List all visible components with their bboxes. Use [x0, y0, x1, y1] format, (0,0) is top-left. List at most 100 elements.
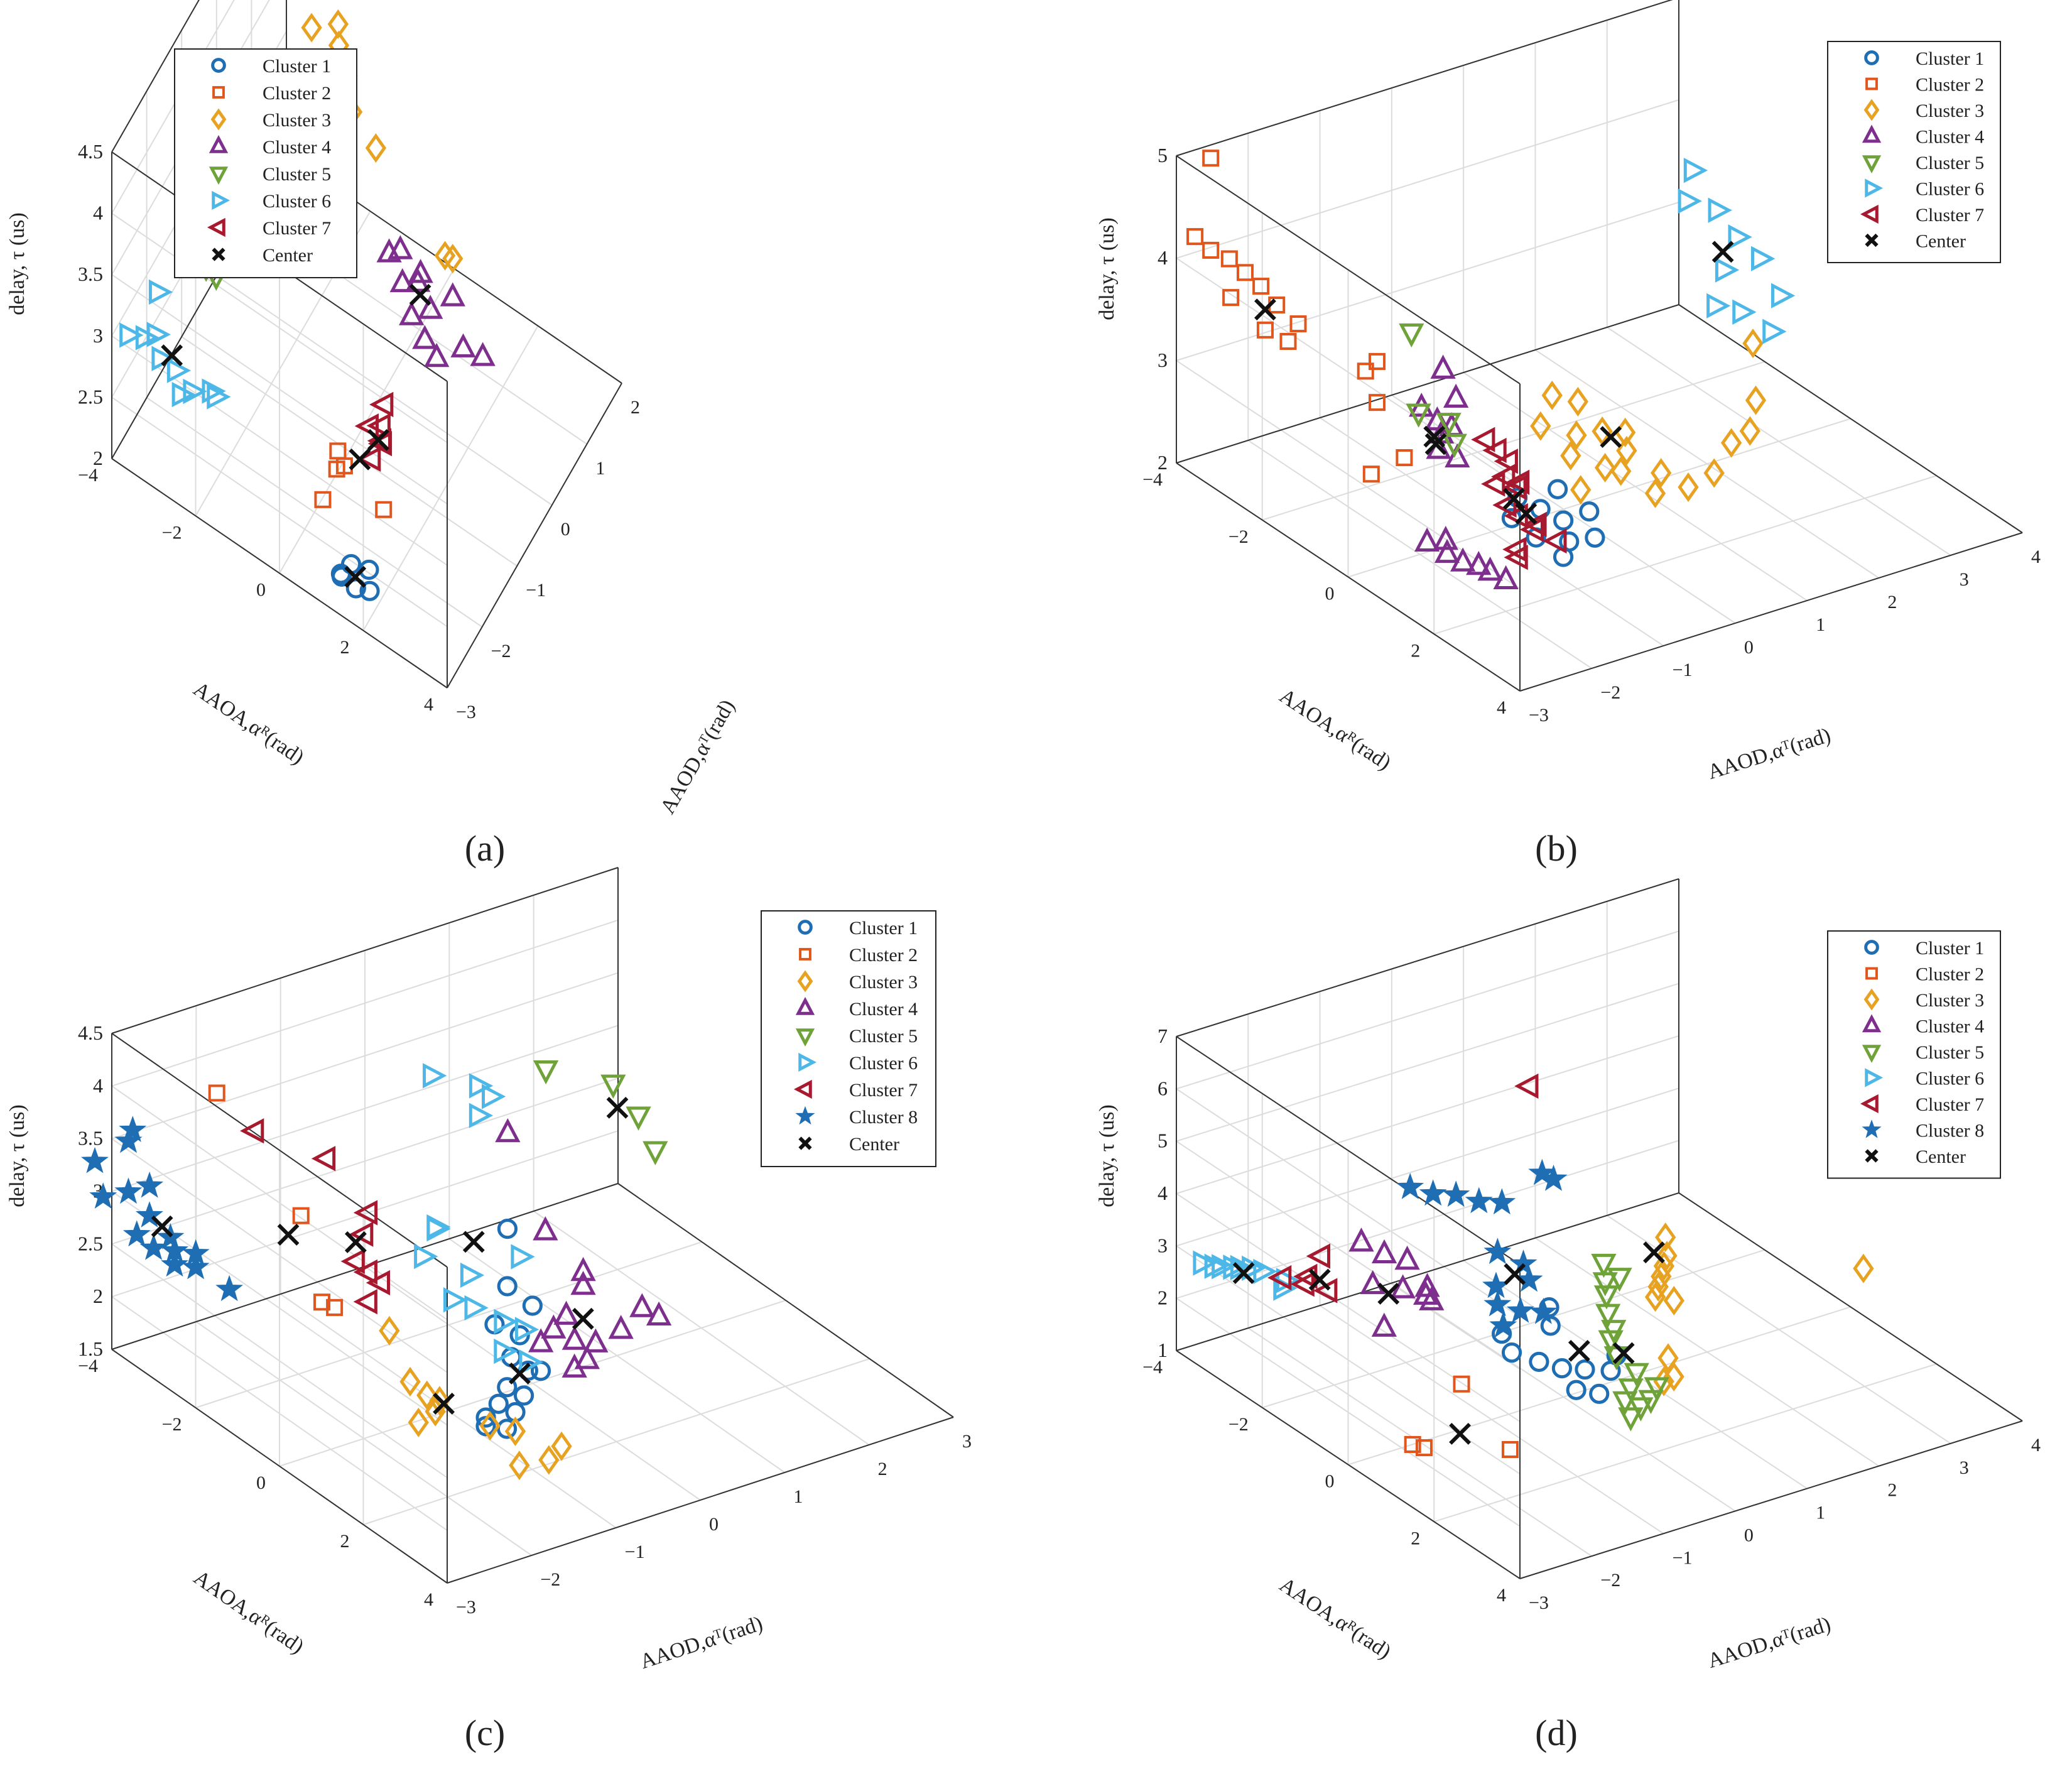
- data-point: [646, 1301, 672, 1326]
- data-point: [1193, 1250, 1217, 1276]
- x-tick-label: −1: [625, 1542, 645, 1562]
- data-point: [408, 259, 433, 283]
- series-cluster-7: [240, 1118, 391, 1315]
- x-tick-label: 2: [1887, 1480, 1897, 1501]
- x-tick-label: 3: [1960, 1457, 1969, 1478]
- data-point: [1306, 1243, 1331, 1269]
- x-tick-label: 4: [2031, 1435, 2041, 1456]
- y-tick-label: 0: [1325, 584, 1335, 604]
- data-point: [1419, 1286, 1445, 1310]
- data-point: [1593, 1285, 1620, 1310]
- data-point: [418, 295, 443, 319]
- data-point: [570, 1256, 596, 1282]
- legend-marker: [1860, 1094, 1879, 1114]
- data-point: [1202, 150, 1220, 167]
- data-point: [1530, 411, 1551, 441]
- legend-label: Cluster 6: [1916, 1069, 1984, 1089]
- data-point: [1223, 1254, 1247, 1280]
- z-tick-label: 6: [1158, 1077, 1168, 1099]
- data-point: [148, 279, 173, 305]
- z-tick-label: 3: [1158, 349, 1168, 371]
- data-point: [365, 133, 387, 163]
- y-tick-label: −4: [78, 465, 98, 486]
- data-points: [80, 1060, 672, 1481]
- legend-marker: [1862, 1014, 1882, 1033]
- data-point: [433, 1392, 455, 1415]
- data-point: [1547, 479, 1568, 499]
- axes-box: [1176, 878, 2023, 1579]
- data-point: [1396, 1173, 1424, 1199]
- tick-labels: 1 2 3 4 5 6 7 −4 −2 0 2 4 −3 −2 −1 0 1 2 3 4: [1142, 1025, 2041, 1613]
- z-axis-label: delay, τ (us): [1095, 217, 1119, 320]
- data-point: [606, 1096, 629, 1119]
- data-point: [1585, 527, 1605, 548]
- z-axis-label: delay, τ (us): [1095, 1104, 1119, 1207]
- data-point: [1493, 565, 1519, 589]
- legend: Cluster 1 Cluster 2 Cluster 3 Cluster 4 Clus…: [761, 910, 936, 1167]
- data-point: [359, 580, 380, 601]
- data-point: [488, 1393, 509, 1414]
- legend-label: Cluster 3: [849, 972, 918, 993]
- data-point: [1289, 315, 1307, 332]
- data-point: [643, 1141, 668, 1165]
- x-tick-label: 1: [1816, 1503, 1825, 1523]
- x-tick-label: −2: [1600, 1570, 1620, 1591]
- legend-label: Cluster 2: [849, 945, 918, 966]
- data-point: [388, 235, 413, 259]
- data-point: [366, 413, 391, 438]
- legend-marker: [797, 970, 813, 993]
- data-point: [469, 1073, 494, 1099]
- data-point: [151, 1215, 173, 1238]
- data-point: [89, 1182, 117, 1209]
- data-point: [1644, 1377, 1669, 1401]
- data-point: [379, 1315, 400, 1346]
- data-point: [1204, 1253, 1229, 1279]
- data-point: [1453, 1375, 1470, 1393]
- data-point: [440, 282, 465, 307]
- data-point: [1663, 1285, 1684, 1315]
- data-point: [541, 1314, 567, 1339]
- data-point: [1618, 1407, 1644, 1432]
- z-tick-label: 2.5: [78, 385, 103, 408]
- data-point: [1360, 1270, 1386, 1295]
- data-point: [1232, 1262, 1255, 1285]
- data-point: [1477, 557, 1503, 581]
- data-point: [1739, 416, 1760, 446]
- data-point: [1643, 1241, 1665, 1264]
- y-tick-label: 2: [340, 637, 350, 658]
- data-point: [1644, 478, 1666, 508]
- data-point: [464, 1295, 489, 1321]
- data-point: [1504, 1263, 1526, 1285]
- data-point: [509, 1325, 530, 1346]
- data-point: [1644, 1282, 1666, 1312]
- tick-labels: 2 2.5 3 3.5 4 4.5 −4 −2 0 2 4 −3 −2 −1 0 1 2: [78, 140, 640, 722]
- data-point: [1732, 299, 1757, 325]
- data-point: [1212, 1254, 1236, 1280]
- data-point: [119, 1116, 147, 1143]
- data-point: [409, 283, 431, 306]
- data-point: [509, 1450, 530, 1481]
- y-tick-label: 4: [424, 694, 433, 715]
- data-point: [1618, 1378, 1644, 1403]
- data-point: [513, 1385, 534, 1406]
- z-tick-label: 4: [93, 202, 103, 224]
- z-axis-label: delay, τ (us): [6, 212, 29, 315]
- data-point: [426, 1216, 451, 1242]
- data-point: [139, 1234, 168, 1260]
- series-cluster-4: [1348, 1227, 1445, 1337]
- data-point: [1424, 433, 1447, 455]
- legend-label: Center: [1916, 1146, 1966, 1167]
- data-point: [146, 322, 171, 347]
- data-point: [1449, 1423, 1471, 1445]
- data-point: [608, 1315, 634, 1339]
- series-cluster-6: [414, 1063, 543, 1375]
- legend-label: Cluster 1: [263, 56, 331, 77]
- x-tick-label: 0: [709, 1514, 719, 1535]
- data-point: [1489, 1311, 1517, 1338]
- y-tick-label: −2: [162, 1414, 182, 1435]
- data-point: [1436, 413, 1462, 437]
- data-point: [482, 1084, 506, 1109]
- legend-label: Cluster 6: [849, 1053, 918, 1074]
- y-tick-label: 2: [340, 1531, 350, 1552]
- data-point: [166, 357, 192, 383]
